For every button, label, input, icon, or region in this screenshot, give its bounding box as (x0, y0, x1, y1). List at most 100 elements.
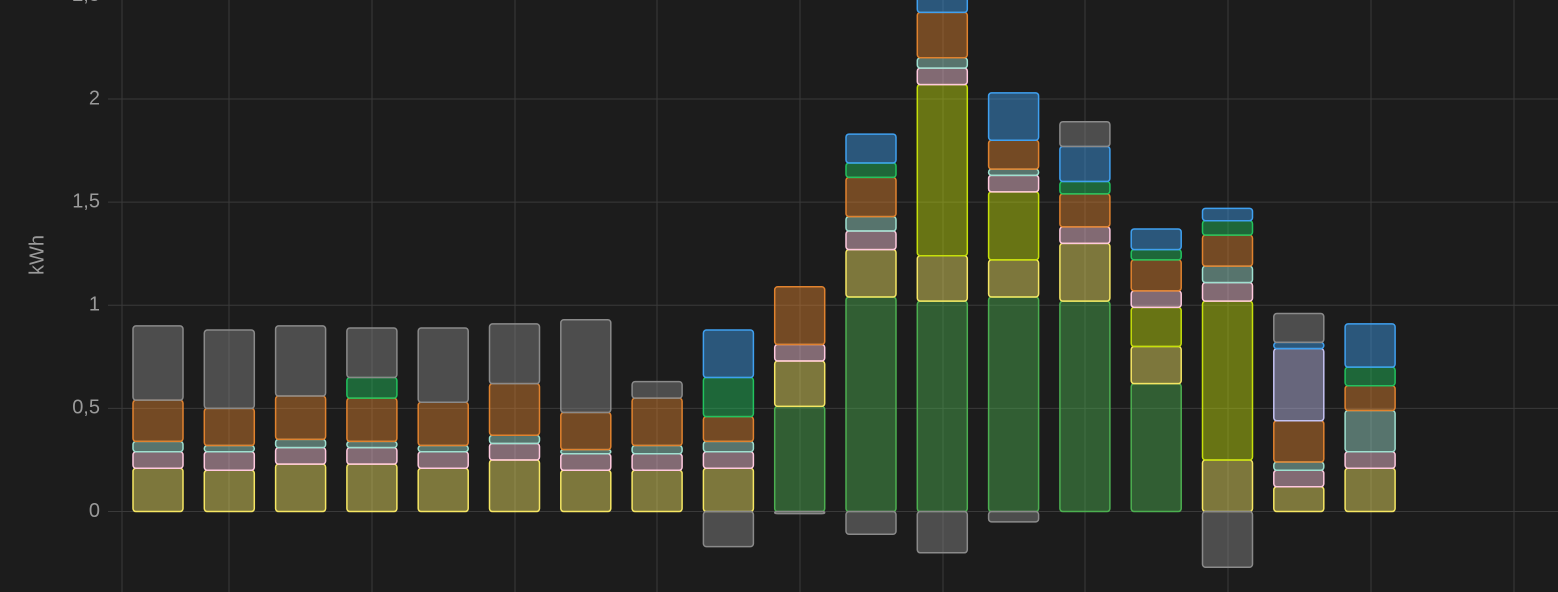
bar-segment (1130, 259, 1182, 292)
bar-segment (702, 450, 755, 469)
bar-segment (1344, 384, 1396, 412)
bar-segment (274, 325, 327, 397)
bar-segment (1059, 226, 1111, 245)
bar-segment (1201, 300, 1254, 461)
bar-segment (702, 440, 755, 453)
bar-segment (773, 360, 826, 408)
bar-segment (1201, 207, 1254, 222)
bar-segment (488, 382, 541, 436)
bar-segment (1059, 145, 1111, 183)
bar-segment (916, 11, 969, 59)
bar-segment (631, 469, 683, 513)
bar-segment (417, 467, 469, 513)
bar-segment (702, 329, 755, 379)
bar-segment (1201, 219, 1254, 236)
bar-segment (1130, 306, 1182, 348)
y-tick-label: 0 (89, 500, 100, 522)
bar-segment (631, 444, 683, 455)
bar-segment (845, 133, 897, 164)
bar-segment (488, 434, 541, 445)
bar-segment (417, 450, 469, 469)
bar-segment (916, 255, 969, 302)
bar-segment (1273, 420, 1325, 463)
bar-segment (1059, 180, 1111, 195)
bar-segment (773, 343, 826, 362)
bar-segment (773, 285, 826, 346)
bar-segment (1273, 486, 1325, 513)
bar-segment (916, 510, 969, 554)
bar-segment (987, 259, 1040, 298)
bar-segment (203, 407, 256, 447)
bar-segment (916, 67, 969, 86)
bar-segment (631, 380, 683, 399)
y-tick-label: 1,5 (72, 190, 100, 212)
bar-segment (845, 215, 897, 232)
bar-segment (1344, 409, 1396, 453)
bar-segment (1059, 193, 1111, 228)
bar-segment (346, 463, 398, 513)
bar-segment (1344, 366, 1396, 387)
bar-segment (560, 411, 612, 451)
bar-segment (1130, 382, 1182, 513)
bar-segment (1344, 450, 1396, 469)
bar-segment (845, 510, 897, 535)
bar-segment (1201, 510, 1254, 568)
bar-segment (132, 467, 184, 513)
bar-segment (1059, 120, 1111, 148)
bars (132, 0, 1396, 568)
bar-segment (274, 463, 327, 513)
bar-segment (132, 325, 184, 401)
y-tick-label: 2,5 (72, 0, 100, 6)
bar-segment (987, 92, 1040, 142)
bar-segment (773, 405, 826, 513)
bar-segment (203, 329, 256, 410)
bar-segment (274, 395, 327, 441)
bar-segment (1201, 281, 1254, 302)
bar-segment (417, 401, 469, 447)
bar-segment (916, 0, 969, 14)
bar-segment (987, 191, 1040, 261)
bar-segment (987, 174, 1040, 193)
bar-segment (916, 83, 969, 257)
y-tick-label: 0,5 (72, 397, 100, 419)
bar-segment (845, 162, 897, 179)
bar-segment (631, 453, 683, 472)
bar-segment (417, 444, 469, 453)
y-tick-label: 2 (89, 87, 100, 109)
bar-segment (1273, 347, 1325, 422)
bar-segment (346, 446, 398, 465)
bar-segment (916, 300, 969, 513)
bar-segment (631, 397, 683, 447)
bar-segment (274, 446, 327, 465)
bar-segment (1273, 461, 1325, 472)
bar-segment (987, 296, 1040, 513)
bar-segment (1273, 469, 1325, 488)
bar-segment (560, 318, 612, 414)
bar-segment (987, 139, 1040, 170)
bar-segment (346, 440, 398, 449)
bar-segment (845, 176, 897, 218)
bar-segment (417, 327, 469, 403)
bar-segment (488, 323, 541, 385)
bar-segment (1273, 312, 1325, 344)
bar-segment (132, 399, 184, 443)
bar-segment (845, 248, 897, 298)
bar-segment (488, 442, 541, 461)
bar-segment (1201, 234, 1254, 267)
bar-segment (773, 510, 826, 515)
bar-segment (1201, 265, 1254, 284)
y-axis-label: kWh (26, 235, 48, 275)
bar-segment (1130, 290, 1182, 309)
bar-segment (132, 440, 184, 453)
bar-segment (1201, 459, 1254, 513)
bar-segment (1130, 345, 1182, 385)
bar-segment (203, 469, 256, 513)
bar-segment (702, 510, 755, 548)
bar-segment (1059, 300, 1111, 513)
bar-segment (845, 296, 897, 513)
bar-segment (203, 444, 256, 453)
bar-segment (346, 397, 398, 443)
bar-segment (916, 57, 969, 69)
bar-segment (346, 327, 398, 379)
